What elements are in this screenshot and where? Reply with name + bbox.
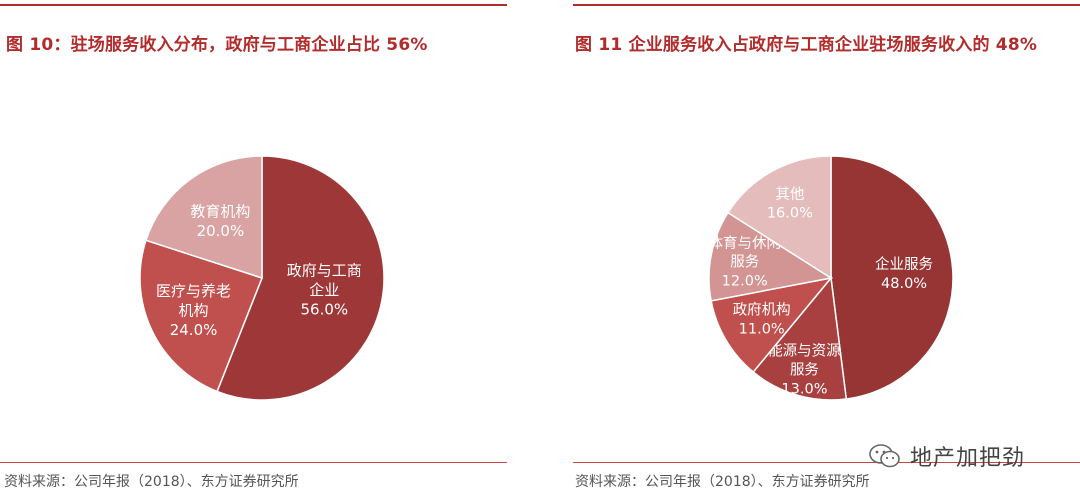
slice-label: 医疗与养老机构 24.0%	[156, 282, 231, 339]
top-rule	[573, 4, 1080, 6]
source-note: 资料来源：公司年报（2018）、东方证券研究所	[4, 474, 299, 490]
slice-label: 企业服务 48.0%	[875, 255, 933, 292]
slice-label: 政府机构 11.0%	[733, 302, 791, 338]
bottom-rule	[0, 462, 507, 463]
watermark-text: 地产加把劲	[910, 446, 1026, 471]
pie-chart-right: 企业服务 48.0% 能源与资源服务 13.0% 政府机构 11.0% 体育与休闲服务 12.…	[708, 155, 954, 401]
pie-slice	[139, 239, 263, 393]
slice-label: 体育与休闲服务 12.0%	[708, 235, 781, 290]
slice-label: 其他 16.0%	[767, 186, 813, 222]
pie-slice	[216, 155, 385, 401]
pie-slice	[752, 276, 848, 401]
pie-slice	[708, 211, 834, 302]
chart-panel-right: 图 11 企业服务收入占政府与工商企业驻场服务收入的 48% 企业服务 48.0%…	[573, 0, 1080, 503]
chart-title: 图 10：驻场服务收入分布，政府与工商企业占比 56%	[6, 35, 428, 55]
pie-slice	[726, 155, 832, 280]
wechat-icon	[868, 443, 902, 469]
slice-label: 能源与资源服务 13.0%	[768, 343, 841, 398]
slice-label: 教育机构 20.0%	[190, 202, 250, 240]
chart-title: 图 11 企业服务收入占政府与工商企业驻场服务收入的 48%	[575, 35, 1038, 55]
top-rule	[0, 4, 507, 6]
chart-panel-left: 图 10：驻场服务收入分布，政府与工商企业占比 56% 政府与工商企业 56.0%…	[0, 0, 507, 503]
watermark: 地产加把劲	[868, 440, 1025, 472]
pie-slice	[710, 276, 833, 374]
bottom-rule	[573, 462, 1080, 463]
pie-slice	[830, 155, 954, 400]
pie-slice	[145, 155, 263, 280]
source-note: 资料来源：公司年报（2018）、东方证券研究所	[575, 474, 870, 490]
slice-label: 政府与工商企业 56.0%	[287, 262, 362, 319]
pie-chart-left: 政府与工商企业 56.0% 医疗与养老机构 24.0% 教育机构 20.0%	[139, 155, 385, 401]
